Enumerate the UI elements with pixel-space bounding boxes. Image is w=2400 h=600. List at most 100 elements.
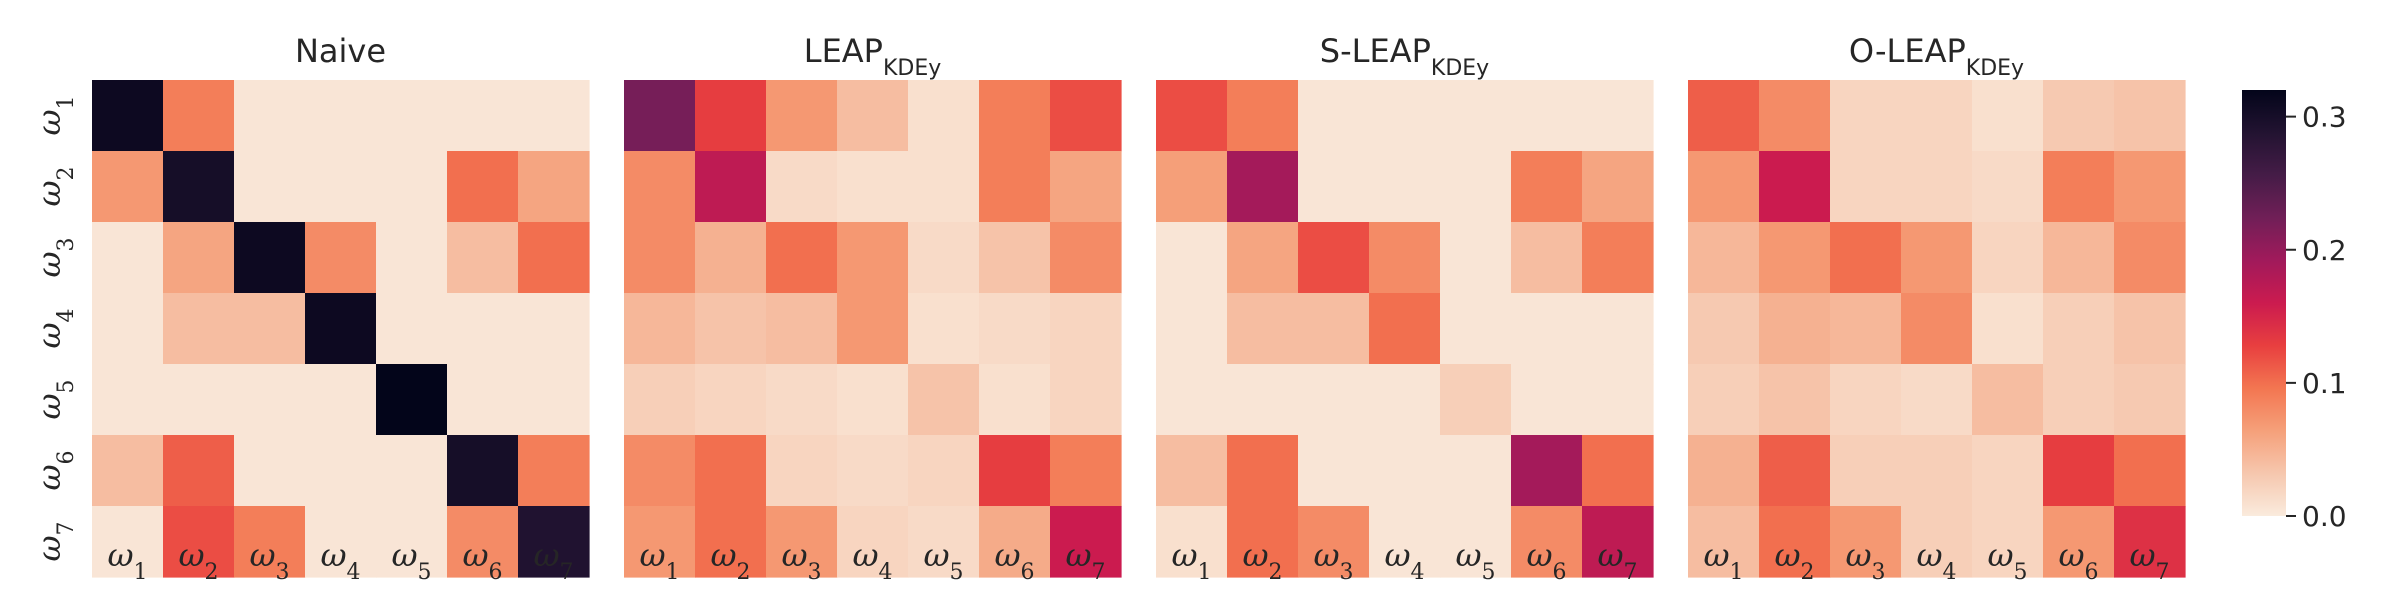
heatmap-cell-r1-c5 <box>1440 80 1512 152</box>
heatmap-cell-r2-c3 <box>234 151 306 223</box>
heatmap-panel-3: S-LEAPKDEy ω1 ω2 ω3 ω4 ω5 ω6 ω7 <box>1156 32 1654 585</box>
x-tick-label: ω4 <box>320 536 360 585</box>
heatmap-cell-r3-c7 <box>1582 222 1654 294</box>
heatmap-cell-r7-c3 <box>1298 506 1370 578</box>
heatmap-cell-r7-c5 <box>1972 506 2044 578</box>
heatmap-cell-r5-c2 <box>163 364 235 436</box>
heatmap-cell-r6-c1 <box>624 435 696 507</box>
heatmap-cell-r7-c2 <box>1759 506 1831 578</box>
panel-title: O-LEAPKDEy <box>1849 32 2024 81</box>
x-tick-label: ω3 <box>249 536 289 585</box>
heatmap-cell-r5-c7 <box>1582 364 1654 436</box>
heatmap-cell-r5-c2 <box>1227 364 1299 436</box>
heatmap-cell-r1-c5 <box>376 80 448 152</box>
heatmap-cell-r7-c1 <box>1156 506 1228 578</box>
panel-title-subscript: KDEy <box>883 56 941 81</box>
heatmap-cell-r2-c2 <box>1227 151 1299 223</box>
heatmap-cell-r2-c1 <box>92 151 164 223</box>
heatmap-cell-r3-c1 <box>624 222 696 294</box>
heatmap-panel-1: Naive ω1 ω2 ω3 ω4 ω5 ω6 ω7 ω1 ω2 ω3 ω4 ω5 ω6 ω7 <box>30 32 590 585</box>
heatmap-cell-r6-c2 <box>163 435 235 507</box>
heatmap-cell-r4-c5 <box>376 293 448 365</box>
heatmap-cell-r3-c4 <box>305 222 377 294</box>
heatmap-cell-r4-c7 <box>518 293 590 365</box>
heatmap-cell-r2-c7 <box>1582 151 1654 223</box>
heatmap-cell-r6-c5 <box>908 435 980 507</box>
heatmap-cell-r3-c1 <box>1688 222 1760 294</box>
heatmap-cell-r4-c2 <box>1759 293 1831 365</box>
heatmap-cell-r4-c6 <box>979 293 1051 365</box>
heatmap-panel-4: O-LEAPKDEy ω1 ω2 ω3 ω4 ω5 ω6 ω7 <box>1688 32 2186 585</box>
heatmap-cell-r3-c3 <box>1298 222 1370 294</box>
heatmap-cell-r6-c1 <box>92 435 164 507</box>
heatmap-cell-r7-c6 <box>979 506 1051 578</box>
colorbar-tick-label: 0.0 <box>2302 500 2347 533</box>
heatmap-cell-r1-c4 <box>1901 80 1973 152</box>
heatmap-cell-r7-c3 <box>766 506 838 578</box>
heatmap-cell-r1-c3 <box>766 80 838 152</box>
x-tick-label: ω7 <box>1065 536 1105 585</box>
heatmap-cell-r5-c5 <box>1440 364 1512 436</box>
heatmap-cell-r4-c6 <box>447 293 519 365</box>
heatmap-cell-r1-c6 <box>447 80 519 152</box>
heatmap-cell-r5-c4 <box>1369 364 1441 436</box>
heatmap-cell-r1-c2 <box>1227 80 1299 152</box>
heatmap-cell-r4-c1 <box>92 293 164 365</box>
heatmap-cell-r2-c4 <box>1369 151 1441 223</box>
heatmap-cell-r3-c6 <box>447 222 519 294</box>
heatmap-cell-r7-c5 <box>376 506 448 578</box>
x-tick-label: ω6 <box>2058 536 2098 585</box>
heatmap-cell-r1-c3 <box>234 80 306 152</box>
heatmap-cell-r3-c6 <box>979 222 1051 294</box>
x-tick-label: ω3 <box>1845 536 1885 585</box>
heatmap-cell-r2-c7 <box>518 151 590 223</box>
heatmap-cell-r3-c5 <box>1440 222 1512 294</box>
panel-title-subscript: KDEy <box>1431 56 1489 81</box>
heatmap-cell-r3-c5 <box>1972 222 2044 294</box>
heatmap-cell-r2-c6 <box>1511 151 1583 223</box>
heatmap-cell-r2-c5 <box>376 151 448 223</box>
colorbar-tick-label: 0.2 <box>2302 234 2347 267</box>
heatmap-cell-r1-c7 <box>2114 80 2186 152</box>
heatmap-cell-r3-c3 <box>234 222 306 294</box>
heatmap-cell-r6-c2 <box>695 435 767 507</box>
x-tick-label: ω4 <box>1384 536 1424 585</box>
y-tick-label: ω7 <box>30 521 79 561</box>
heatmap-cell-r1-c7 <box>1050 80 1122 152</box>
x-tick-label: ω5 <box>391 536 431 585</box>
heatmap-cell-r6-c5 <box>1440 435 1512 507</box>
heatmap-cell-r1-c5 <box>1972 80 2044 152</box>
heatmap-cell-r6-c6 <box>447 435 519 507</box>
heatmap-cell-r3-c1 <box>92 222 164 294</box>
heatmap-cell-r4-c3 <box>766 293 838 365</box>
heatmap-cell-r3-c7 <box>2114 222 2186 294</box>
heatmap-cell-r2-c2 <box>695 151 767 223</box>
heatmap-cell-r3-c5 <box>376 222 448 294</box>
heatmap-cell-r7-c7 <box>1050 506 1122 578</box>
heatmap-cell-r6-c3 <box>234 435 306 507</box>
heatmap-cell-r4-c3 <box>1830 293 1902 365</box>
heatmap-cell-r6-c7 <box>1582 435 1654 507</box>
heatmap-cell-r6-c3 <box>1298 435 1370 507</box>
heatmap-cell-r5-c5 <box>908 364 980 436</box>
heatmap-cell-r2-c5 <box>1440 151 1512 223</box>
heatmap-cell-r5-c4 <box>305 364 377 436</box>
heatmap-cell-r2-c1 <box>1156 151 1228 223</box>
heatmap-cell-r4-c7 <box>1582 293 1654 365</box>
heatmap-cell-r2-c3 <box>1830 151 1902 223</box>
heatmap-cell-r2-c4 <box>305 151 377 223</box>
heatmap-cell-r1-c6 <box>1511 80 1583 152</box>
heatmap-cell-r2-c5 <box>908 151 980 223</box>
heatmap-cell-r3-c2 <box>163 222 235 294</box>
heatmap-cell-r7-c4 <box>1901 506 1973 578</box>
heatmap-cell-r7-c3 <box>234 506 306 578</box>
panel-title-main: S-LEAP <box>1320 32 1431 70</box>
heatmap-cell-r5-c1 <box>92 364 164 436</box>
heatmap-cell-r5-c4 <box>837 364 909 436</box>
heatmap-cell-r5-c7 <box>2114 364 2186 436</box>
x-tick-label: ω4 <box>1916 536 1956 585</box>
heatmap-cell-r6-c4 <box>1901 435 1973 507</box>
heatmap-cell-r4-c4 <box>1901 293 1973 365</box>
heatmap-cell-r7-c3 <box>1830 506 1902 578</box>
